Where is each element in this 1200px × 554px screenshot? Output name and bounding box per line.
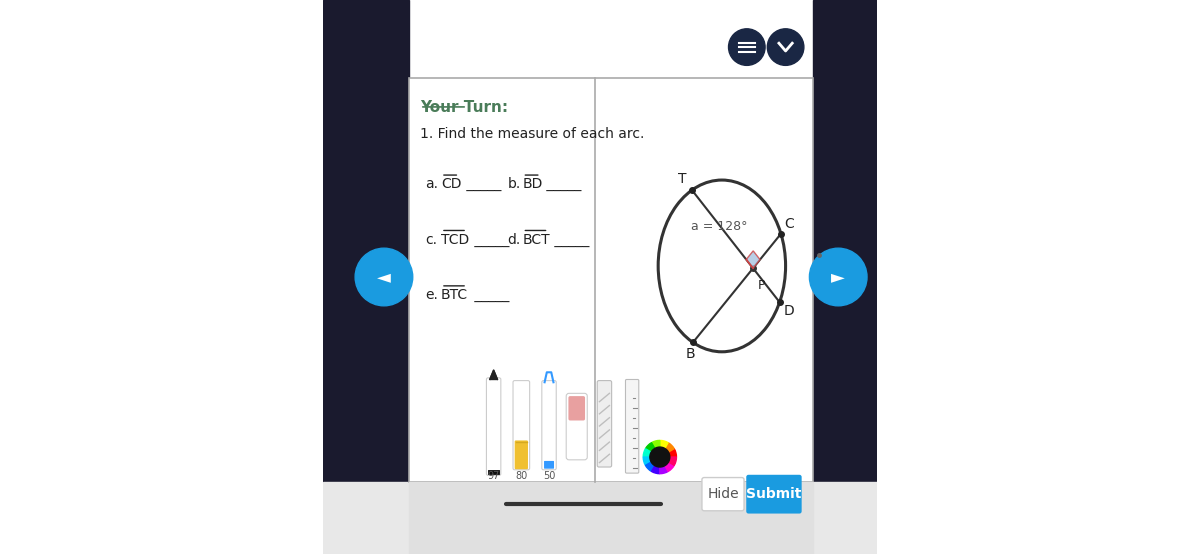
Text: TCD: TCD [442, 233, 469, 247]
Text: B: B [685, 347, 695, 361]
Text: ◄: ◄ [377, 268, 391, 286]
Wedge shape [665, 462, 674, 471]
Wedge shape [668, 457, 677, 465]
Text: _____: _____ [550, 233, 589, 247]
Text: CD: CD [442, 177, 462, 191]
Text: BTC: BTC [442, 288, 468, 302]
FancyBboxPatch shape [746, 475, 802, 514]
Text: e.: e. [426, 288, 438, 302]
Wedge shape [652, 466, 660, 474]
FancyBboxPatch shape [514, 381, 529, 470]
Text: Hide: Hide [707, 487, 739, 501]
Text: P: P [757, 279, 764, 293]
Text: ►: ► [832, 268, 845, 286]
Polygon shape [490, 370, 498, 379]
Text: 97: 97 [487, 471, 500, 481]
Wedge shape [668, 449, 677, 457]
Text: 80: 80 [515, 471, 528, 481]
Wedge shape [660, 466, 668, 474]
Text: Your Turn:: Your Turn: [420, 100, 508, 115]
Bar [409, 482, 814, 554]
Wedge shape [646, 462, 655, 471]
FancyBboxPatch shape [515, 440, 528, 469]
Text: 1. Find the measure of each arc.: 1. Find the measure of each arc. [420, 127, 644, 141]
Text: BCT: BCT [522, 233, 550, 247]
Bar [814, 0, 877, 554]
Wedge shape [665, 443, 674, 452]
Circle shape [728, 29, 766, 65]
Text: BD: BD [522, 177, 542, 191]
Polygon shape [746, 251, 760, 268]
FancyBboxPatch shape [625, 379, 638, 473]
FancyBboxPatch shape [486, 378, 500, 475]
Bar [323, 482, 877, 554]
Text: _____: _____ [462, 177, 500, 191]
FancyBboxPatch shape [569, 396, 586, 420]
FancyBboxPatch shape [542, 381, 557, 470]
FancyBboxPatch shape [598, 381, 612, 467]
Bar [409, 78, 814, 482]
Wedge shape [652, 440, 660, 448]
Text: b.: b. [508, 177, 521, 191]
Text: a = 128°: a = 128° [691, 220, 748, 233]
Text: C: C [784, 217, 793, 231]
Text: a.: a. [426, 177, 438, 191]
Text: 50: 50 [542, 471, 556, 481]
Wedge shape [646, 443, 655, 452]
Text: _____: _____ [470, 288, 509, 302]
Circle shape [355, 248, 413, 306]
FancyBboxPatch shape [566, 393, 587, 460]
Wedge shape [643, 449, 652, 457]
Wedge shape [643, 457, 652, 465]
Circle shape [767, 29, 804, 65]
Text: Submit: Submit [746, 487, 802, 501]
FancyBboxPatch shape [702, 478, 744, 511]
Text: _____: _____ [542, 177, 581, 191]
Circle shape [810, 248, 868, 306]
Text: c.: c. [426, 233, 438, 247]
Text: _____: _____ [470, 233, 509, 247]
Text: T: T [678, 172, 686, 186]
Bar [323, 0, 409, 554]
Text: D: D [784, 304, 794, 318]
Circle shape [650, 447, 670, 467]
FancyBboxPatch shape [544, 461, 554, 469]
Wedge shape [660, 440, 668, 448]
Text: d.: d. [508, 233, 521, 247]
